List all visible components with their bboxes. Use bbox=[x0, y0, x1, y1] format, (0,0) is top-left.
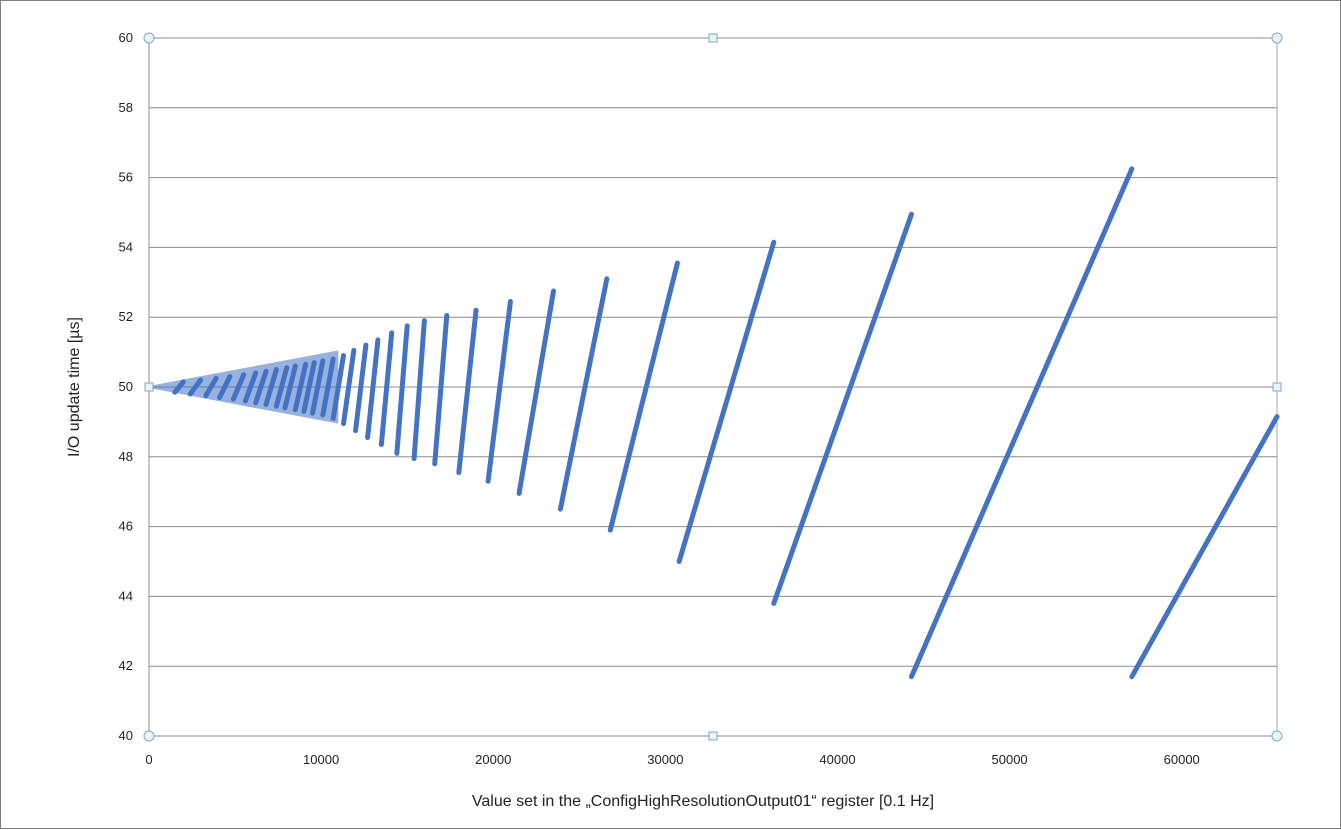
y-tick-label: 52 bbox=[119, 309, 133, 324]
dense-point-cluster bbox=[149, 350, 339, 424]
y-axis-title: I/O update time [µs] bbox=[66, 317, 83, 457]
x-tick-label: 40000 bbox=[819, 752, 855, 767]
y-tick-label: 60 bbox=[119, 30, 133, 45]
data-streak bbox=[607, 260, 680, 533]
selection-handles[interactable] bbox=[143, 32, 1283, 742]
data-streak bbox=[432, 312, 450, 467]
y-tick-label: 56 bbox=[119, 170, 133, 185]
data-streak bbox=[353, 342, 369, 434]
corner-resize-handle[interactable] bbox=[143, 32, 155, 44]
y-tick-label: 42 bbox=[119, 658, 133, 673]
data-streak bbox=[908, 166, 1135, 680]
x-tick-label: 20000 bbox=[475, 752, 511, 767]
y-tick-label: 54 bbox=[119, 239, 133, 254]
edge-resize-handle[interactable] bbox=[1272, 382, 1282, 392]
data-series bbox=[149, 166, 1280, 680]
x-tick-label: 50000 bbox=[992, 752, 1028, 767]
x-tick-label: 10000 bbox=[303, 752, 339, 767]
data-streak bbox=[676, 239, 777, 564]
corner-resize-handle[interactable] bbox=[1271, 730, 1283, 742]
y-tick-label: 44 bbox=[119, 588, 133, 603]
y-tick-label: 50 bbox=[119, 379, 133, 394]
data-streak bbox=[456, 307, 479, 476]
edge-resize-handle[interactable] bbox=[708, 731, 718, 741]
data-streak bbox=[1129, 414, 1280, 680]
corner-resize-handle[interactable] bbox=[1271, 32, 1283, 44]
data-streak bbox=[394, 323, 410, 456]
data-streak bbox=[411, 318, 427, 462]
y-tick-labels: 40 42 44 46 48 50 52 54 56 58 60 bbox=[119, 30, 133, 743]
data-streak bbox=[378, 330, 395, 448]
y-tick-label: 58 bbox=[119, 100, 133, 115]
x-tick-label: 0 bbox=[145, 752, 152, 767]
x-tick-label: 30000 bbox=[647, 752, 683, 767]
x-tick-label: 60000 bbox=[1164, 752, 1200, 767]
corner-resize-handle[interactable] bbox=[143, 730, 155, 742]
y-tick-label: 46 bbox=[119, 519, 133, 534]
data-streak bbox=[771, 211, 914, 606]
data-streak bbox=[365, 337, 381, 441]
data-streak bbox=[516, 288, 556, 496]
data-streak bbox=[485, 298, 513, 484]
edge-resize-handle[interactable] bbox=[708, 33, 718, 43]
x-tick-labels: 0 10000 20000 30000 40000 50000 60000 bbox=[145, 752, 1199, 767]
edge-resize-handle[interactable] bbox=[144, 382, 154, 392]
y-tick-label: 48 bbox=[119, 449, 133, 464]
y-tick-label: 40 bbox=[119, 728, 133, 743]
data-streak bbox=[340, 347, 357, 427]
data-streak bbox=[557, 276, 610, 512]
x-axis-title: Value set in the „ConfigHighResolutionOu… bbox=[472, 793, 934, 810]
